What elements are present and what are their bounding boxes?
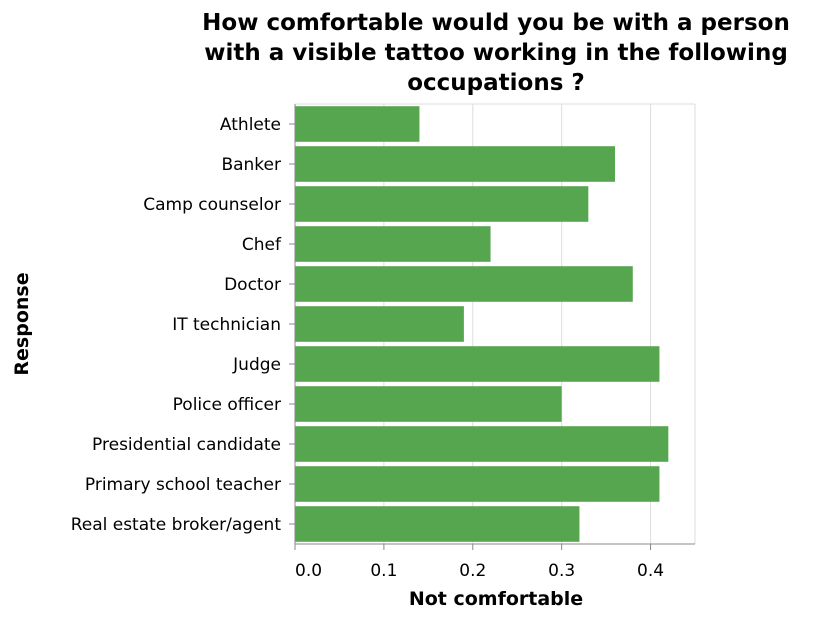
x-tick-label: 0.3 [548,561,575,581]
bar [295,106,419,142]
bar [295,466,659,502]
y-tick-label: Police officer [173,395,281,415]
x-tick-label: 0.0 [295,561,322,581]
y-tick-label: IT technician [172,315,281,335]
y-tick-label: Athlete [220,115,281,135]
y-tick-label: Presidential candidate [92,435,281,455]
bars [295,106,668,542]
x-tick-labels: 0.0 0.1 0.2 0.3 0.4 [295,561,664,581]
bar [295,506,579,542]
bar [295,306,464,342]
y-tick-label: Chef [242,235,282,255]
bar [295,266,633,302]
x-tick-label: 0.4 [637,561,664,581]
y-tick-labels: Athlete Banker Camp counselor Chef Doctor IT … [71,115,282,535]
y-tick-label: Primary school teacher [85,475,281,495]
bar [295,186,588,222]
bar [295,426,668,462]
bar [295,346,659,382]
bar [295,226,491,262]
chart-title-line-3: occupations ? [407,70,585,96]
y-tick-label: Real estate broker/agent [71,515,282,535]
y-tick-label: Camp counselor [143,195,281,215]
chart-title: How comfortable would you be with a pers… [202,10,790,96]
bar [295,386,562,422]
y-tick-label: Judge [232,355,281,375]
y-tick-label: Doctor [224,275,281,295]
x-tick-label: 0.2 [459,561,486,581]
x-tick-label: 0.1 [370,561,397,581]
x-axis-title: Not comfortable [409,588,583,610]
y-axis-title: Response [11,272,33,375]
y-tick-label: Banker [221,155,281,175]
chart-title-line-2: with a visible tattoo working in the fol… [204,40,788,66]
bar [295,146,615,182]
chart-title-line-1: How comfortable would you be with a pers… [202,10,790,36]
